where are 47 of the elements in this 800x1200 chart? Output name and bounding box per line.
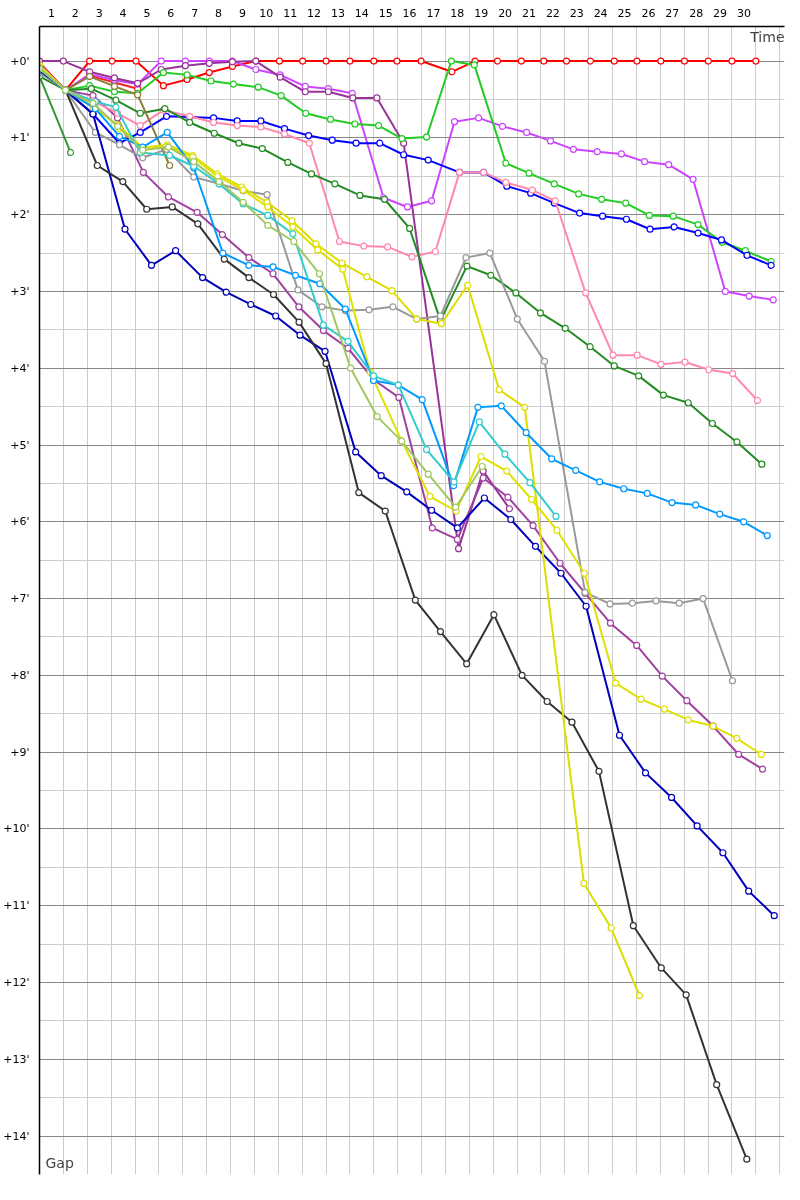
x-tick-label: 21 <box>522 6 536 20</box>
y-tick-label: +12' <box>3 976 30 990</box>
y-tick-label: +3' <box>10 284 30 298</box>
x-tick-label: 25 <box>617 6 632 20</box>
y-tick-label: +13' <box>3 1052 30 1066</box>
x-tick-label: 11 <box>283 6 298 20</box>
x-tick-label: 26 <box>641 6 656 20</box>
y-tick-label: +6' <box>10 515 30 529</box>
x-tick-label: 7 <box>191 6 199 20</box>
x-tick-label: 30 <box>736 6 751 20</box>
y-tick-label: +5' <box>10 438 30 452</box>
x-tick-label: 15 <box>378 6 393 20</box>
x-tick-label: 16 <box>402 6 417 20</box>
y-tick-label: +8' <box>10 668 30 682</box>
x-tick-label: 23 <box>569 6 584 20</box>
x-tick-label: 17 <box>426 6 441 20</box>
y-axis-title: Gap <box>45 1154 74 1171</box>
x-tick-label: 10 <box>259 6 274 20</box>
x-tick-label: 24 <box>593 6 608 20</box>
x-tick-label: 14 <box>354 6 369 20</box>
y-tick-label: +11' <box>3 899 30 913</box>
y-tick-label: +14' <box>3 1129 30 1143</box>
y-tick-label: +9' <box>10 745 30 759</box>
x-tick-label: 28 <box>689 6 704 20</box>
x-tick-label: 9 <box>238 6 246 20</box>
x-tick-label: 12 <box>307 6 322 20</box>
x-tick-label: 8 <box>215 6 223 20</box>
x-tick-label: 5 <box>143 6 151 20</box>
x-tick-label: 20 <box>498 6 513 20</box>
x-tick-label: 18 <box>450 6 465 20</box>
x-tick-label: 27 <box>665 6 680 20</box>
x-tick-label: 3 <box>95 6 103 20</box>
x-tick-label: 6 <box>167 6 175 20</box>
x-tick-label: 1 <box>47 6 55 20</box>
x-tick-label: 4 <box>119 6 127 20</box>
x-tick-label: 13 <box>330 6 345 20</box>
y-tick-label: +1' <box>10 131 30 145</box>
x-axis-title: Time <box>749 28 785 45</box>
y-tick-label: +10' <box>3 822 30 836</box>
x-tick-label: 22 <box>545 6 560 20</box>
x-tick-label: 29 <box>713 6 728 20</box>
y-tick-label: +7' <box>10 592 30 606</box>
y-tick-label: +0' <box>10 54 30 68</box>
y-tick-label: +4' <box>10 361 30 375</box>
x-tick-label: 19 <box>474 6 489 20</box>
y-tick-label: +2' <box>10 208 30 222</box>
x-tick-label: 2 <box>71 6 79 20</box>
